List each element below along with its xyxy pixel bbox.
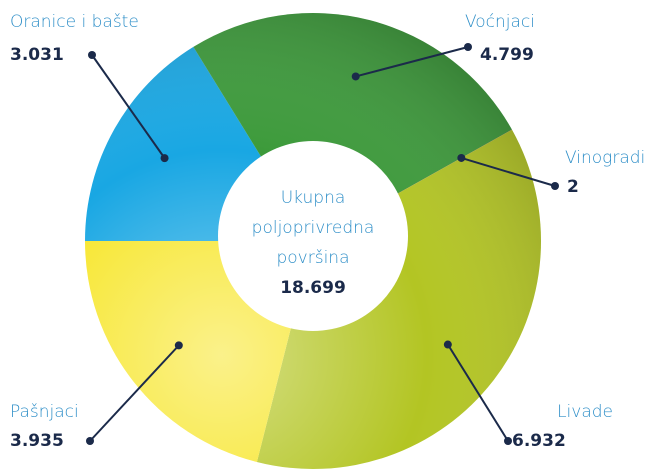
value-label: 6.932 bbox=[512, 431, 566, 451]
category-label: Voćnjaci bbox=[465, 12, 535, 32]
value-label: 2 bbox=[567, 177, 579, 197]
category-label: Oranice i bašte bbox=[10, 12, 139, 32]
leader-line bbox=[446, 343, 509, 442]
category-label: Pašnjaci bbox=[10, 402, 79, 422]
labels: Oranice i bašte 3.031 Voćnjaci 4.799 Vinogra… bbox=[10, 12, 645, 451]
center-label: poljoprivredna bbox=[252, 218, 375, 238]
center-label: Ukupna bbox=[281, 188, 346, 208]
leader-dot bbox=[457, 153, 466, 162]
leader-dot bbox=[174, 341, 183, 350]
leader-dot bbox=[88, 51, 96, 59]
leader-dot bbox=[86, 437, 94, 445]
leader-dot bbox=[464, 43, 472, 51]
value-label: 4.799 bbox=[480, 45, 534, 65]
category-label: Livade bbox=[557, 402, 613, 422]
center-label: površina bbox=[276, 248, 349, 268]
value-label: 3.031 bbox=[10, 45, 64, 65]
leader-dot bbox=[351, 72, 360, 81]
category-label: Vinogradi bbox=[565, 148, 645, 168]
center-circle bbox=[218, 141, 408, 331]
leader-line bbox=[89, 344, 180, 442]
value-label: 3.935 bbox=[10, 431, 64, 451]
center-total: 18.699 bbox=[280, 278, 346, 298]
leader-dot bbox=[160, 154, 169, 163]
leader-line bbox=[461, 157, 556, 187]
leader-line bbox=[91, 54, 166, 159]
leader-dot bbox=[504, 437, 512, 445]
leader-dot bbox=[551, 182, 559, 190]
leader-line bbox=[355, 46, 469, 78]
leader-dot bbox=[443, 340, 452, 349]
